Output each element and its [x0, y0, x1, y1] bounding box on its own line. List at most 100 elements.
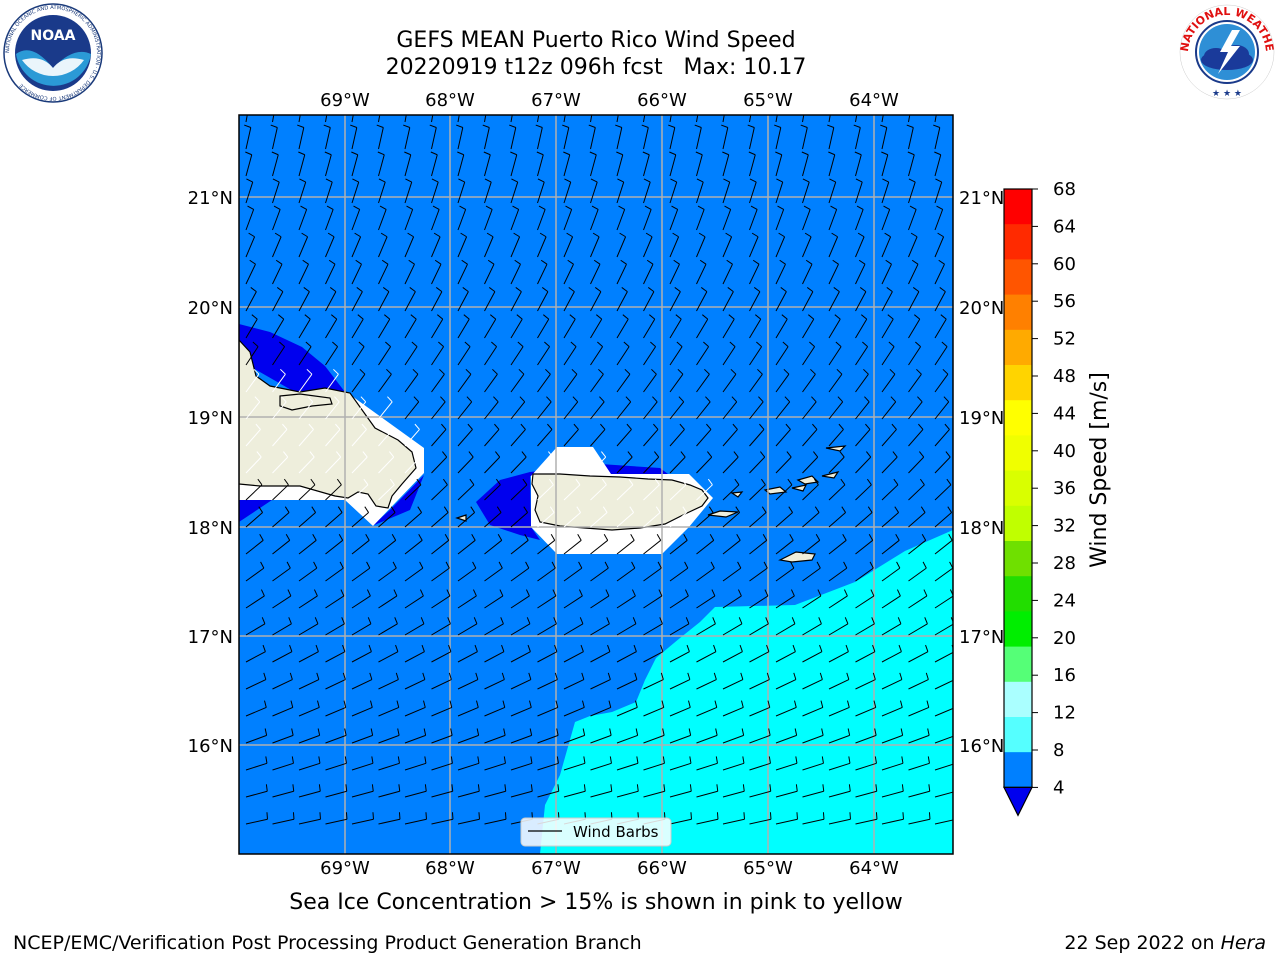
wind-barb [934, 178, 943, 204]
wind-barb [431, 644, 452, 663]
colorbar-swatch [1004, 294, 1032, 331]
wind-barb [802, 561, 821, 582]
wind-barb [747, 124, 755, 150]
map-frame [238, 114, 954, 855]
wind-barb [245, 728, 268, 744]
wind-barb [298, 259, 309, 285]
wind-barb [881, 756, 904, 771]
wind-barb [457, 423, 473, 447]
wind-barb [802, 812, 825, 825]
wind-barb [775, 672, 797, 690]
wind-barb [749, 314, 762, 339]
wind-barb [457, 561, 477, 582]
wind-barb [324, 151, 332, 177]
wind-barb [298, 672, 320, 690]
wind-barb [855, 672, 876, 690]
wind-barb [802, 644, 823, 663]
wind-barb [431, 784, 454, 798]
wind-barb [749, 534, 768, 555]
wind-barb [802, 784, 825, 798]
wind-barb [855, 287, 867, 312]
wind-barb [881, 700, 903, 717]
colorbar-tick-label: 52 [1053, 329, 1076, 350]
wind-barb [404, 205, 414, 231]
wind-barb [484, 672, 505, 690]
wind-barb [351, 151, 359, 177]
wind-barb [457, 314, 470, 339]
wind-barb [378, 617, 398, 636]
wind-barb [908, 115, 911, 123]
wind-barb [775, 205, 785, 231]
wind-barb [749, 672, 770, 690]
credit-line: NCEP/EMC/Verification Post Processing Pr… [13, 932, 642, 954]
wind-barb [510, 396, 526, 420]
wind-barb [749, 728, 771, 744]
wind-barb [298, 396, 314, 420]
wind-barb [749, 232, 759, 258]
wind-barbs-legend: Wind Barbs [520, 817, 672, 847]
wind-barb [272, 478, 289, 501]
wind-barb [828, 178, 837, 204]
wind-barb [272, 205, 281, 231]
wind-barb [484, 368, 498, 393]
wind-barb [616, 784, 639, 798]
wind-barb [722, 232, 733, 258]
wind-barb [272, 617, 292, 636]
wind-barb [749, 368, 763, 393]
lat-labels-right: 21°N 20°N 19°N 18°N 17°N 16°N [959, 188, 1004, 757]
wind-barb [563, 561, 583, 582]
lon-label-bottom: 67°W [531, 858, 581, 879]
wind-barb [694, 124, 702, 150]
colorbar-tick-label: 48 [1053, 366, 1076, 387]
wind-barb [855, 259, 866, 285]
wind-barb [484, 259, 495, 285]
wind-barb [722, 672, 744, 690]
wind-barb [351, 423, 367, 447]
wind-barb [696, 589, 716, 609]
wind-barb [378, 287, 390, 312]
wind-barb [510, 341, 524, 366]
wind-barb [510, 314, 523, 339]
wind-barb [828, 151, 836, 177]
wind-barb [616, 314, 629, 339]
wind-barb [457, 259, 468, 285]
wind-barb [696, 178, 704, 204]
wind-barb [934, 534, 953, 555]
wind-barb [802, 672, 823, 690]
colorbar-swatch [1004, 611, 1032, 648]
wind-barb [590, 756, 612, 771]
wind-barb [563, 232, 574, 258]
wind-barb [484, 115, 487, 123]
wind-barb [457, 784, 480, 798]
wind-barb [643, 115, 646, 123]
wind-barb [908, 589, 928, 609]
colorbar-tick-label: 56 [1053, 291, 1076, 312]
wind-barb [696, 784, 719, 798]
wind-barb [722, 534, 741, 555]
wind-barb [272, 700, 294, 717]
wind-barb [537, 115, 540, 123]
wind-barb [325, 644, 346, 663]
ocean-8-12-region [540, 530, 953, 854]
wind-barb [669, 151, 677, 177]
colorbar-swatch [1004, 646, 1032, 683]
wind-barb [325, 423, 341, 447]
wind-barb [907, 151, 915, 177]
lon-label-top: 66°W [637, 90, 687, 111]
colorbar-tick-label: 44 [1053, 403, 1076, 424]
wind-barb [563, 396, 579, 420]
wind-barb [908, 700, 930, 717]
wind-barb [616, 644, 637, 663]
wind-barb [298, 506, 317, 528]
wind-barb [881, 589, 901, 609]
wind-barb [643, 178, 651, 204]
wind-barb [484, 341, 498, 366]
wind-barb [749, 341, 763, 366]
wind-barb [855, 115, 858, 123]
wind-barb [722, 151, 730, 177]
wind-barb [881, 423, 897, 447]
wind-barb [298, 115, 301, 123]
colorbar-tick-label: 20 [1053, 628, 1076, 649]
wind-barb [590, 617, 610, 636]
wind-barb [404, 672, 426, 690]
